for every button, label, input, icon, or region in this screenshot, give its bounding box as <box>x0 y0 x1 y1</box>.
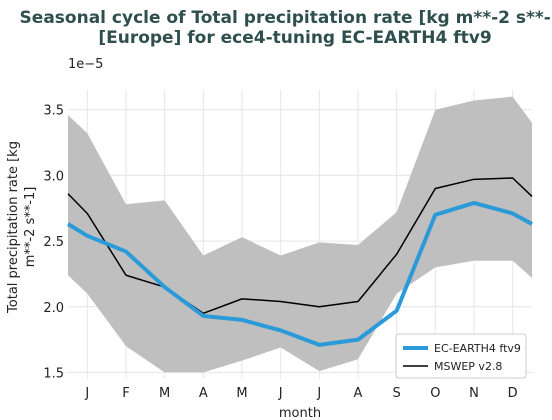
legend-label-ec-earth4: EC-EARTH4 ftv9 <box>434 342 521 355</box>
x-tick-label-0: J <box>84 386 89 401</box>
x-tick-label-10: N <box>469 386 479 401</box>
x-tick-label-6: J <box>316 386 321 401</box>
y-axis-label: Total precipitation rate [kg m**-2 s**-1… <box>6 141 38 314</box>
series-line-mswep <box>67 177 533 315</box>
x-axis-label: month <box>279 406 321 420</box>
legend-box <box>395 333 527 379</box>
x-tick-label-1: F <box>122 386 129 401</box>
chart-title-line1: Seasonal cycle of Total precipitation ra… <box>20 8 552 28</box>
y-tick-label-2: 2.5 <box>43 235 64 250</box>
x-tick-label-7: A <box>354 386 363 401</box>
legend: EC-EARTH4 ftv9 MSWEP v2.8 <box>395 333 527 379</box>
y-tick-label-1: 2.0 <box>43 301 64 316</box>
x-tick-label-9: O <box>430 386 440 401</box>
legend-label-mswep: MSWEP v2.8 <box>434 360 502 373</box>
x-tick-label-5: J <box>278 386 283 401</box>
x-tick-label-3: A <box>199 386 208 401</box>
x-tick-label-11: D <box>508 386 518 401</box>
x-tick-label-8: S <box>393 386 401 401</box>
y-axis-label-line2: m**-2 s**-1] <box>23 187 38 268</box>
spread-band-area <box>68 96 532 373</box>
y-tick-labels: 1.5 2.0 2.5 3.0 3.5 <box>43 104 64 382</box>
y-tick-label-0: 1.5 <box>43 366 64 381</box>
spread-band <box>68 96 532 373</box>
series-lines <box>66 177 533 347</box>
chart-title-line2: [Europe] for ece4-tuning EC-EARTH4 ftv9 <box>98 28 491 48</box>
y-tick-label-4: 3.5 <box>43 104 64 119</box>
series-line-ec-earth4 <box>66 200 533 347</box>
y-axis-label-line1: Total precipitation rate [kg <box>6 141 21 314</box>
y-tick-label-3: 3.0 <box>43 169 64 184</box>
y-offset-label: 1e−5 <box>68 57 103 72</box>
x-tick-label-2: M <box>159 386 170 401</box>
x-tick-label-4: M <box>236 386 247 401</box>
